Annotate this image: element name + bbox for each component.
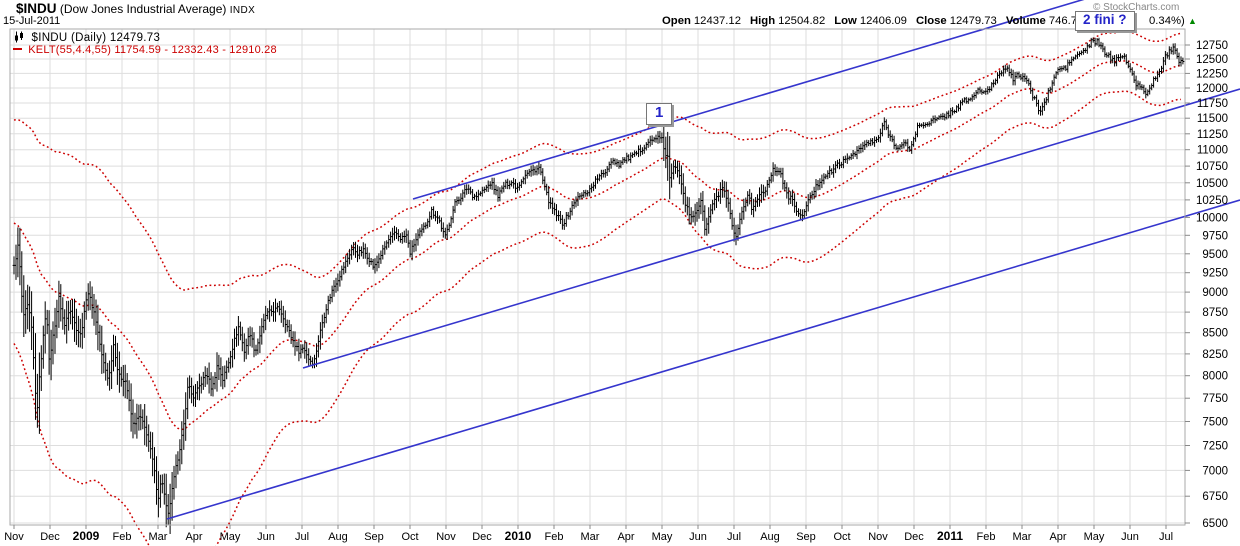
svg-text:Nov: Nov	[4, 531, 24, 543]
svg-text:Apr: Apr	[1049, 531, 1066, 543]
svg-text:Feb: Feb	[113, 531, 132, 543]
svg-text:Aug: Aug	[760, 531, 780, 543]
svg-text:10750: 10750	[1196, 161, 1228, 173]
svg-text:Aug: Aug	[328, 531, 348, 543]
copyright-text: © StockCharts.com	[1093, 2, 1180, 13]
high-value: 12504.82	[778, 15, 826, 27]
keltner-line-swatch	[13, 47, 22, 50]
up-arrow-icon: ▲	[1187, 16, 1197, 26]
svg-text:Dec: Dec	[904, 531, 924, 543]
svg-text:8750: 8750	[1202, 307, 1228, 319]
low-label: Low	[834, 15, 857, 27]
keltner-legend: KELT(55,4.4,55) 11754.59 - 12332.43 - 12…	[13, 44, 277, 56]
series-legend-label: $INDU (Daily) 12479.73	[31, 32, 161, 44]
svg-text:11500: 11500	[1197, 113, 1228, 125]
svg-text:Dec: Dec	[472, 531, 492, 543]
open-label: Open	[662, 15, 691, 27]
high-label: High	[750, 15, 776, 27]
candlestick-icon	[13, 31, 25, 46]
percent-change-text: 0.34%)	[1149, 15, 1188, 27]
svg-text:Mar: Mar	[581, 531, 600, 543]
svg-text:12750: 12750	[1196, 40, 1228, 52]
svg-text:8250: 8250	[1202, 349, 1228, 361]
keltner-bands	[13, 30, 1182, 546]
close-value: 12479.73	[949, 15, 997, 27]
svg-text:12500: 12500	[1196, 54, 1228, 66]
price-bars	[12, 37, 1185, 534]
svg-text:May: May	[652, 531, 673, 543]
svg-text:12000: 12000	[1196, 83, 1228, 95]
svg-text:2009: 2009	[73, 529, 100, 543]
symbol-description: (Dow Jones Industrial Average)	[59, 2, 227, 16]
svg-text:12250: 12250	[1196, 68, 1228, 80]
svg-text:Jul: Jul	[1159, 531, 1173, 543]
svg-text:Oct: Oct	[833, 531, 850, 543]
svg-text:9250: 9250	[1202, 268, 1228, 280]
svg-text:6500: 6500	[1202, 518, 1228, 530]
svg-text:Feb: Feb	[545, 531, 564, 543]
svg-text:Sep: Sep	[796, 531, 816, 543]
open-value: 12437.12	[693, 15, 741, 27]
svg-text:Nov: Nov	[868, 531, 888, 543]
svg-text:9000: 9000	[1202, 287, 1228, 299]
svg-text:May: May	[1084, 531, 1105, 543]
plot-frame	[9, 28, 1186, 526]
low-value: 12406.09	[859, 15, 907, 27]
svg-text:Apr: Apr	[617, 531, 634, 543]
svg-text:2010: 2010	[505, 529, 532, 543]
series-legend: $INDU (Daily) 12479.73	[13, 31, 160, 46]
svg-text:11250: 11250	[1197, 129, 1228, 141]
svg-text:Jul: Jul	[295, 531, 309, 543]
svg-text:Sep: Sep	[364, 531, 384, 543]
svg-text:Apr: Apr	[185, 531, 202, 543]
grid-layer	[10, 29, 1185, 525]
svg-text:Jul: Jul	[727, 531, 741, 543]
close-label: Close	[915, 15, 947, 27]
svg-text:10500: 10500	[1196, 178, 1228, 190]
svg-text:11750: 11750	[1197, 98, 1228, 110]
svg-text:10250: 10250	[1196, 195, 1228, 207]
svg-text:Dec: Dec	[40, 531, 60, 543]
svg-text:8500: 8500	[1202, 328, 1228, 340]
volume-label: Volume	[1005, 15, 1046, 27]
svg-text:Feb: Feb	[977, 531, 996, 543]
chart-date: 15-Jul-2011	[3, 15, 61, 27]
svg-text:Jun: Jun	[257, 531, 275, 543]
symbol-label: $INDU	[16, 1, 57, 16]
svg-text:7250: 7250	[1202, 441, 1228, 453]
svg-text:Jun: Jun	[689, 531, 707, 543]
svg-text:7750: 7750	[1202, 393, 1228, 405]
svg-text:Mar: Mar	[149, 531, 168, 543]
price-axis: 6500 6750 7000 7250 7500 7750 8000 8250 8500 8750…	[4, 40, 1228, 543]
svg-text:Mar: Mar	[1013, 531, 1032, 543]
keltner-legend-label: KELT(55,4.4,55) 11754.59 - 12332.43 - 12…	[28, 44, 277, 56]
svg-text:Jun: Jun	[1121, 531, 1139, 543]
exchange-label: INDX	[229, 5, 256, 16]
svg-text:11000: 11000	[1197, 145, 1228, 157]
annotation-box-2-fini: 2 fini ?	[1075, 11, 1135, 31]
svg-text:May: May	[220, 531, 241, 543]
svg-text:9750: 9750	[1202, 230, 1228, 242]
svg-text:Oct: Oct	[401, 531, 418, 543]
svg-text:7500: 7500	[1202, 417, 1228, 429]
percent-change-fragment: 0.34%) ▲	[1149, 15, 1197, 27]
svg-text:7000: 7000	[1202, 465, 1228, 477]
svg-text:9500: 9500	[1202, 249, 1228, 261]
trendlines	[166, 0, 1240, 520]
ohlc-quote-row: Open 12437.12 High 12504.82 Low 12406.09 Close…	[662, 15, 1096, 27]
svg-text:8000: 8000	[1202, 371, 1228, 383]
chart-title: $INDU (Dow Jones Industrial Average) IND…	[16, 1, 255, 16]
svg-text:2011: 2011	[937, 529, 963, 543]
svg-text:10000: 10000	[1196, 212, 1228, 224]
annotation-box-1: 1	[646, 103, 673, 125]
svg-text:6750: 6750	[1202, 491, 1228, 503]
svg-text:Nov: Nov	[436, 531, 456, 543]
